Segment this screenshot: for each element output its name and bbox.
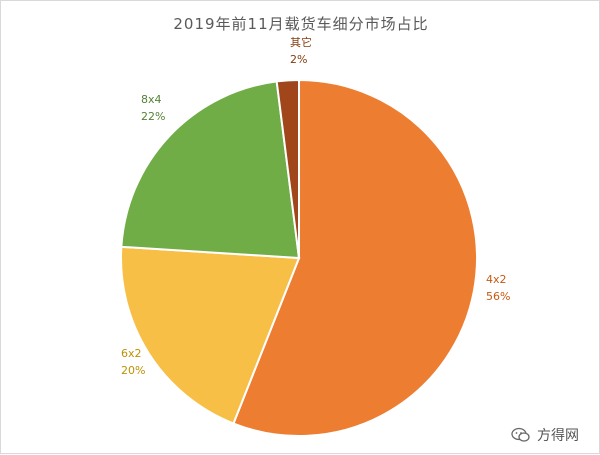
slice-value-1: 20% bbox=[121, 364, 145, 377]
chart-title: 2019年前11月载货车细分市场占比 bbox=[173, 15, 429, 33]
slice-label-2: 8x4 bbox=[141, 93, 162, 106]
slice-value-3: 2% bbox=[290, 53, 307, 66]
watermark: 方得网 bbox=[511, 425, 579, 445]
pie-slice-1 bbox=[120, 245, 301, 425]
pie-slice-0 bbox=[232, 78, 478, 437]
slice-value-2: 22% bbox=[141, 110, 165, 123]
wechat-icon bbox=[511, 427, 531, 443]
slice-label-0: 4x2 bbox=[486, 273, 507, 286]
slice-label-3: 其它 bbox=[290, 35, 312, 49]
pie-slice-3 bbox=[275, 78, 300, 259]
slice-value-0: 56% bbox=[486, 290, 510, 303]
pie-slice-2 bbox=[120, 80, 301, 260]
watermark-text: 方得网 bbox=[537, 428, 579, 444]
slice-label-1: 6x2 bbox=[121, 347, 142, 360]
